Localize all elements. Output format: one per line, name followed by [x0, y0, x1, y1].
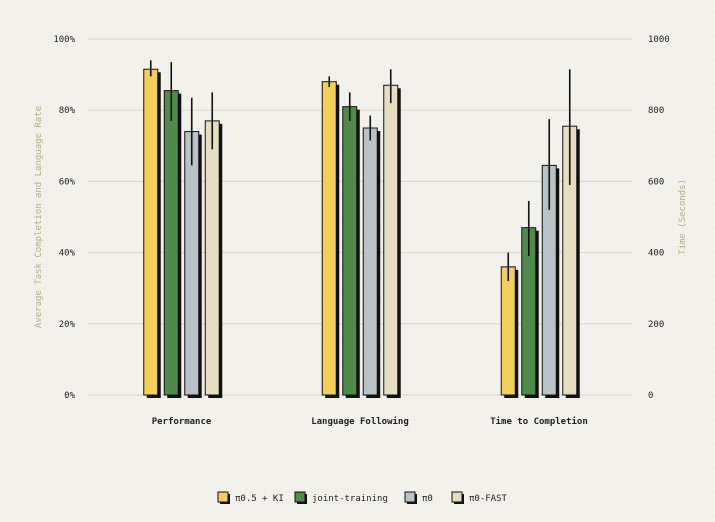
bar	[362, 127, 378, 396]
y-tick-label-right: 0	[648, 391, 653, 401]
y-tick-label-right: 400	[648, 249, 664, 259]
legend-swatch	[217, 491, 229, 503]
bar	[204, 120, 220, 396]
legend-swatch	[404, 491, 416, 503]
x-category-label: Performance	[152, 417, 212, 427]
x-axis-categories: Performance Language Following Time to Com…	[152, 416, 588, 427]
legend: π0.5 + KI joint-training π0 π0-FAST	[217, 491, 508, 504]
y-tick-label-left: 80%	[59, 106, 76, 116]
y-tick-label-right: 600	[648, 177, 664, 187]
bar	[163, 90, 179, 396]
legend-swatch	[451, 491, 463, 503]
y-tick-label-left: 100%	[53, 35, 75, 45]
y-tick-label-right: 1000	[648, 35, 670, 45]
x-category-label: Language Following	[311, 416, 409, 427]
bar	[342, 106, 358, 396]
y-tick-label-left: 0%	[64, 391, 75, 401]
x-category-label: Time to Completion	[490, 416, 588, 427]
y-tick-label-left: 40%	[59, 249, 76, 259]
y-axis-label-right: Time (Seconds)	[678, 179, 688, 255]
bar	[184, 131, 200, 396]
legend-label: π0-FAST	[469, 494, 508, 504]
legend-label: joint-training	[312, 494, 388, 504]
legend-label: π0	[422, 494, 433, 504]
legend-swatch	[294, 491, 306, 503]
bars	[143, 60, 580, 399]
y-tick-label-left: 20%	[59, 320, 76, 330]
y-axis-right: 0 200 400 600 800 1000	[648, 35, 670, 401]
y-axis-label-left: Average Task Completion and Language Rat…	[34, 106, 44, 328]
bar	[383, 84, 399, 396]
bar	[143, 68, 159, 396]
legend-label: π0.5 + KI	[235, 494, 284, 504]
y-tick-label-left: 60%	[59, 177, 76, 187]
y-tick-label-right: 800	[648, 106, 664, 116]
bar	[500, 266, 516, 396]
y-tick-label-right: 200	[648, 320, 664, 330]
y-axis-left: 0% 20% 40% 60% 80% 100%	[53, 35, 75, 401]
bar	[321, 81, 337, 396]
